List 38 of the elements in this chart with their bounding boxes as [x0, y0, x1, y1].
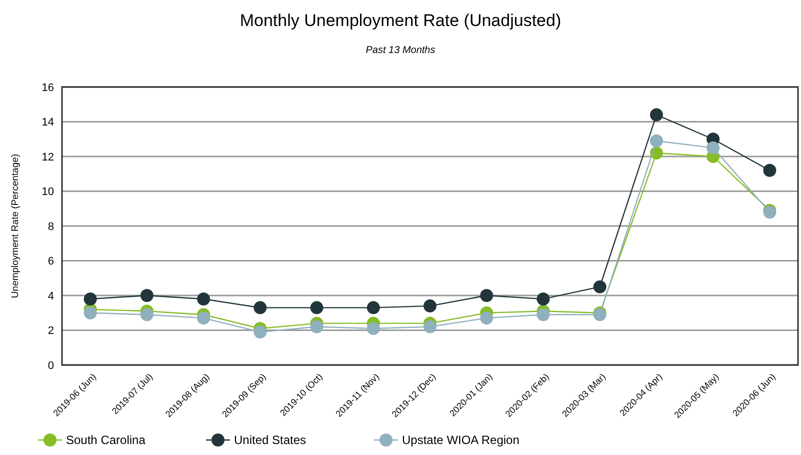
point [366, 301, 380, 314]
point [536, 292, 550, 306]
point [84, 292, 97, 306]
point [424, 320, 436, 334]
chart-subtitle: Past 13 Months [366, 45, 436, 56]
y-tick-label: 16 [42, 82, 54, 94]
point [536, 308, 550, 322]
point [254, 325, 267, 338]
y-tick-label: 0 [48, 360, 54, 372]
point [310, 320, 324, 334]
point [593, 280, 606, 294]
point [650, 108, 663, 122]
legend-label: United States [234, 433, 306, 448]
point [84, 306, 97, 320]
y-tick-label: 6 [48, 256, 54, 268]
legend-label: Upstate WIOA Region [402, 433, 520, 448]
point [197, 312, 210, 325]
point [480, 312, 494, 325]
y-tick-label: 14 [42, 116, 54, 129]
y-tick-label: 10 [42, 186, 54, 198]
point [254, 301, 267, 314]
point [366, 322, 380, 336]
point [197, 292, 210, 306]
point [140, 289, 154, 302]
point [310, 301, 324, 314]
point [480, 289, 494, 302]
point [140, 308, 154, 322]
point [424, 299, 436, 312]
point [763, 164, 776, 177]
y-tick-label: 8 [48, 220, 54, 233]
y-axis-title: Unemployment Rate (Percentage) [10, 154, 21, 298]
legend-label: South Carolina [66, 433, 146, 448]
point [706, 141, 720, 154]
y-tick-label: 2 [48, 325, 54, 338]
y-tick-label: 12 [42, 151, 54, 164]
point [650, 134, 663, 148]
y-tick-label: 4 [48, 290, 54, 302]
chart-title: Monthly Unemployment Rate (Unadjusted) [240, 11, 562, 30]
